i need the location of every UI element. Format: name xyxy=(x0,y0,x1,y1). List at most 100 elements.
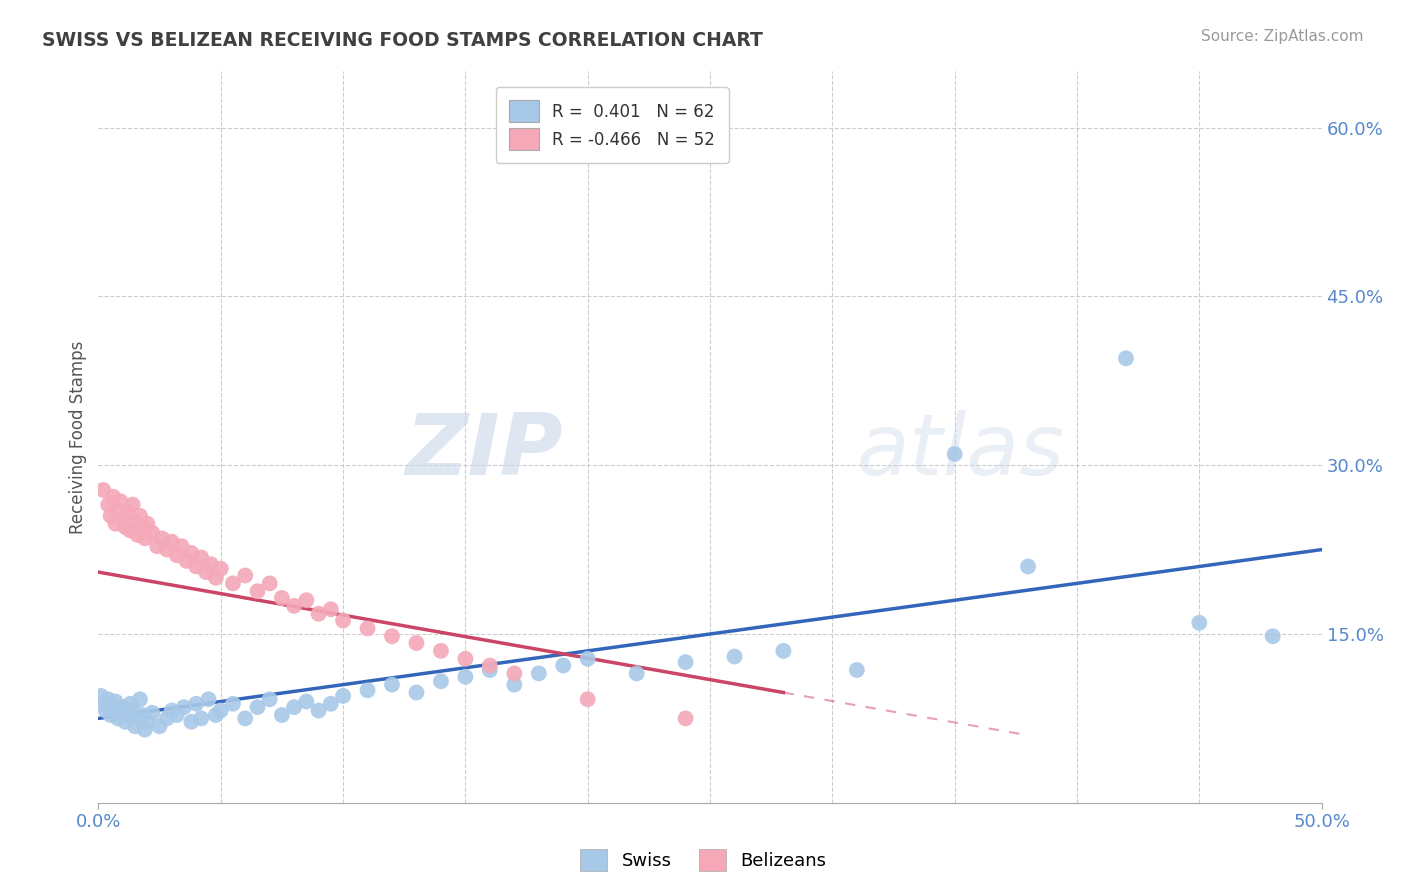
Point xyxy=(150,532,173,546)
Text: atlas: atlas xyxy=(856,410,1064,493)
Point xyxy=(295,694,318,708)
Point xyxy=(141,706,163,720)
Point xyxy=(209,562,232,576)
Point xyxy=(97,498,120,512)
Point xyxy=(121,704,143,718)
Point xyxy=(283,599,305,613)
Point xyxy=(270,708,294,723)
Point xyxy=(117,708,139,723)
Point xyxy=(723,649,745,664)
Point xyxy=(170,539,193,553)
Point xyxy=(454,652,477,666)
Point xyxy=(197,692,219,706)
Point xyxy=(478,658,501,673)
Point xyxy=(124,719,146,733)
Point xyxy=(127,711,149,725)
Point xyxy=(1261,629,1284,643)
Point xyxy=(308,704,330,718)
Point xyxy=(91,697,114,711)
Point xyxy=(107,503,129,517)
Point xyxy=(136,516,159,531)
Point xyxy=(97,692,120,706)
Point xyxy=(107,711,129,725)
Point xyxy=(503,666,526,681)
Point xyxy=(332,614,354,628)
Point xyxy=(129,508,152,523)
Point xyxy=(381,678,404,692)
Point xyxy=(94,704,117,718)
Point xyxy=(160,534,183,549)
Point xyxy=(222,697,245,711)
Point xyxy=(259,576,281,591)
Point xyxy=(405,685,427,699)
Legend: Swiss, Belizeans: Swiss, Belizeans xyxy=(572,842,834,879)
Point xyxy=(576,652,599,666)
Point xyxy=(100,508,122,523)
Point xyxy=(295,593,318,607)
Point xyxy=(120,697,142,711)
Point xyxy=(356,621,378,635)
Point xyxy=(104,694,127,708)
Text: ZIP: ZIP xyxy=(405,410,564,493)
Point xyxy=(114,714,136,729)
Point xyxy=(332,689,354,703)
Point xyxy=(166,708,188,723)
Point xyxy=(156,711,179,725)
Point xyxy=(246,584,269,599)
Point xyxy=(141,525,163,540)
Point xyxy=(430,674,453,689)
Point xyxy=(478,663,501,677)
Point xyxy=(190,550,212,565)
Point xyxy=(146,539,169,553)
Point xyxy=(131,708,153,723)
Point xyxy=(173,700,195,714)
Point xyxy=(405,636,427,650)
Point xyxy=(675,711,697,725)
Point xyxy=(180,546,202,560)
Point xyxy=(503,678,526,692)
Point xyxy=(136,714,159,729)
Point xyxy=(205,708,228,723)
Point xyxy=(454,670,477,684)
Y-axis label: Receiving Food Stamps: Receiving Food Stamps xyxy=(69,341,87,533)
Point xyxy=(110,706,132,720)
Point xyxy=(259,692,281,706)
Point xyxy=(430,644,453,658)
Point xyxy=(205,571,228,585)
Point xyxy=(90,689,112,703)
Point xyxy=(120,524,142,538)
Point xyxy=(626,666,648,681)
Point xyxy=(104,516,127,531)
Point xyxy=(176,554,198,568)
Point xyxy=(134,723,156,737)
Point xyxy=(111,700,134,714)
Point xyxy=(127,528,149,542)
Point xyxy=(553,658,575,673)
Point xyxy=(156,542,179,557)
Text: SWISS VS BELIZEAN RECEIVING FOOD STAMPS CORRELATION CHART: SWISS VS BELIZEAN RECEIVING FOOD STAMPS … xyxy=(42,31,763,50)
Point xyxy=(1188,615,1211,630)
Point xyxy=(121,498,143,512)
Point xyxy=(131,520,153,534)
Point xyxy=(166,548,188,562)
Point xyxy=(129,692,152,706)
Point xyxy=(111,512,134,526)
Point xyxy=(100,708,122,723)
Point xyxy=(186,697,208,711)
Legend: R =  0.401   N = 62, R = -0.466   N = 52: R = 0.401 N = 62, R = -0.466 N = 52 xyxy=(496,87,728,163)
Point xyxy=(160,704,183,718)
Point xyxy=(308,607,330,621)
Point xyxy=(1017,559,1039,574)
Point xyxy=(124,515,146,529)
Point xyxy=(270,591,294,605)
Point xyxy=(149,719,172,733)
Point xyxy=(180,714,202,729)
Point xyxy=(110,494,132,508)
Point xyxy=(845,663,868,677)
Point xyxy=(1115,351,1137,366)
Point xyxy=(772,644,794,658)
Point xyxy=(246,700,269,714)
Point xyxy=(283,700,305,714)
Point xyxy=(91,483,114,497)
Point xyxy=(527,666,550,681)
